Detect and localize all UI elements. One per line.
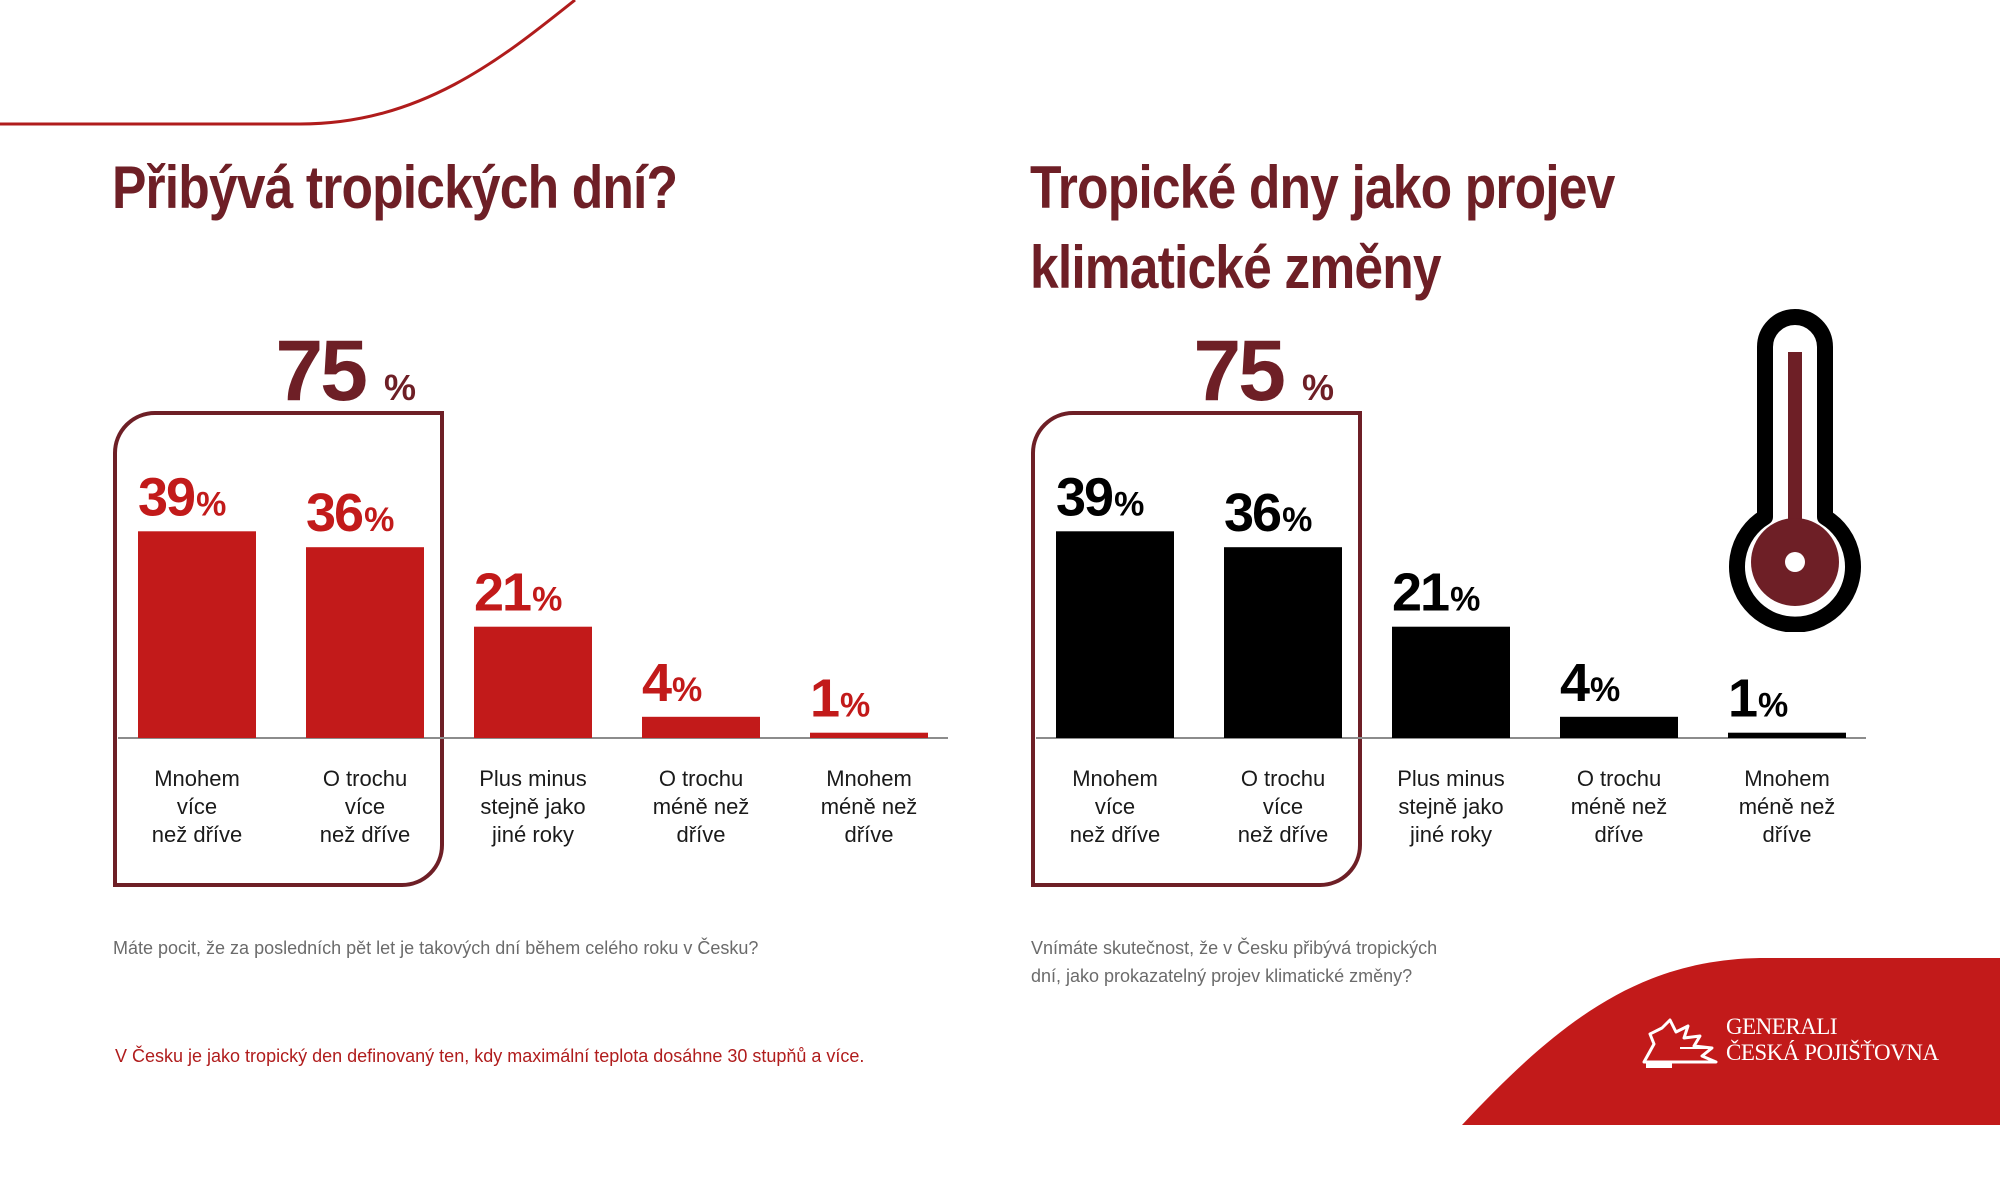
chart2-value-label-2: 21%: [1392, 563, 1480, 623]
chart2-category-label-1-line-0: O trochu: [1241, 766, 1325, 791]
corner-swoosh-shape: [1462, 958, 2000, 1125]
chart2-category-label-2-line-2: jiné roky: [1409, 822, 1492, 847]
chart2-value-label-4: 1%: [1728, 669, 1788, 729]
brand-name-line2: ČESKÁ POJIŠŤOVNA: [1726, 1040, 1939, 1065]
chart1-value-label-1: 36%: [306, 483, 394, 543]
chart1-question: Máte pocit, že za posledních pět let je …: [113, 938, 759, 958]
chart2-category-label-3-line-2: dříve: [1595, 822, 1644, 847]
chart2-category-label-2-line-0: Plus minus: [1397, 766, 1505, 791]
chart1-category-label-1-line-2: než dříve: [320, 822, 411, 847]
chart2-bar-0: [1056, 531, 1174, 738]
chart2-question: Vnímáte skutečnost, že v Česku přibývá t…: [1031, 938, 1438, 986]
chart1-category-label-4-line-2: dříve: [845, 822, 894, 847]
chart1-category-label-0-line-0: Mnohem: [154, 766, 240, 791]
chart2-bar-2: [1392, 626, 1510, 738]
chart1-bar-2: [474, 626, 592, 738]
chart1-total-unit: %: [384, 367, 416, 408]
chart1-category-label-4-line-1: méně než: [821, 794, 918, 819]
chart2-category-label-2-line-1: stejně jako: [1398, 794, 1503, 819]
chart2-bar-chart: 75 % 39% Mnohem více než dříve 36% O trochu více…: [1031, 323, 1866, 887]
chart1-category-label-3-line-0: O trochu: [659, 766, 743, 791]
chart1-bar-chart: 75 % 39% Mnohem více než dříve 36% O trochu více…: [113, 323, 948, 887]
chart1-bar-4: [810, 732, 928, 738]
chart2-category-label-4-line-0: Mnohem: [1744, 766, 1830, 791]
chart1-category-label-2-line-2: jiné roky: [491, 822, 574, 847]
chart1-category-label-4-line-0: Mnohem: [826, 766, 912, 791]
chart1-category-label-1-line-1: více: [345, 794, 385, 819]
chart1-bar-0: [138, 531, 256, 738]
chart1-category-label-3-line-1: méně než: [653, 794, 750, 819]
lion-logo-icon: [1642, 1018, 1718, 1068]
chart2-category-label-0-line-0: Mnohem: [1072, 766, 1158, 791]
chart1-category-label-1-line-0: O trochu: [323, 766, 407, 791]
chart1-category-label-0-line-1: více: [177, 794, 217, 819]
chart1-total-value: 75: [275, 323, 366, 419]
chart2-title: Tropické dny jako projev klimatické změn…: [1030, 154, 1615, 301]
chart1-value-label-4: 1%: [810, 669, 870, 729]
chart1-highlight-frame: [113, 411, 444, 887]
chart2-category-label-4-line-1: méně než: [1739, 794, 1836, 819]
chart1-category-label-0-line-2: než dříve: [152, 822, 243, 847]
chart2-category-label-0-line-1: více: [1095, 794, 1135, 819]
chart2-value-label-1: 36%: [1224, 483, 1312, 543]
generali-logo: GENERALI ČESKÁ POJIŠŤOVNA: [1640, 1014, 1950, 1074]
chart1-bar-1: [306, 547, 424, 738]
tropical-day-definition: V Česku je jako tropický den definovaný …: [115, 1046, 865, 1066]
chart1-bar-3: [642, 716, 760, 738]
chart1-value-label-3: 4%: [642, 653, 702, 713]
chart2-total-value: 75: [1193, 323, 1284, 419]
chart1-category-label-2-line-1: stejně jako: [480, 794, 585, 819]
chart2-category-label-1-line-2: než dříve: [1238, 822, 1329, 847]
decorative-swoosh: [0, 0, 2000, 1125]
infographic: Přibývá tropických dní? Tropické dny jak…: [0, 0, 2000, 1125]
chart1-category-label-3-line-2: dříve: [677, 822, 726, 847]
chart2-bar-3: [1560, 716, 1678, 738]
chart2-highlight-frame: [1031, 411, 1362, 887]
brand-name-line1: GENERALI: [1726, 1014, 1837, 1039]
chart2-category-label-3-line-1: méně než: [1571, 794, 1668, 819]
chart1-value-label-2: 21%: [474, 563, 562, 623]
chart2-category-label-0-line-2: než dříve: [1070, 822, 1161, 847]
chart1-value-label-0: 39%: [138, 467, 226, 527]
chart2-total-unit: %: [1302, 367, 1334, 408]
chart2-value-label-0: 39%: [1056, 467, 1144, 527]
chart2-bar-4: [1728, 732, 1846, 738]
chart1-title: Přibývá tropických dní?: [112, 154, 678, 221]
chart2-category-label-1-line-1: více: [1263, 794, 1303, 819]
chart1-category-label-2-line-0: Plus minus: [479, 766, 587, 791]
thermometer-icon: [1729, 309, 1861, 632]
chart2-bar-1: [1224, 547, 1342, 738]
chart2-category-label-4-line-2: dříve: [1763, 822, 1812, 847]
chart2-value-label-3: 4%: [1560, 653, 1620, 713]
chart2-category-label-3-line-0: O trochu: [1577, 766, 1661, 791]
